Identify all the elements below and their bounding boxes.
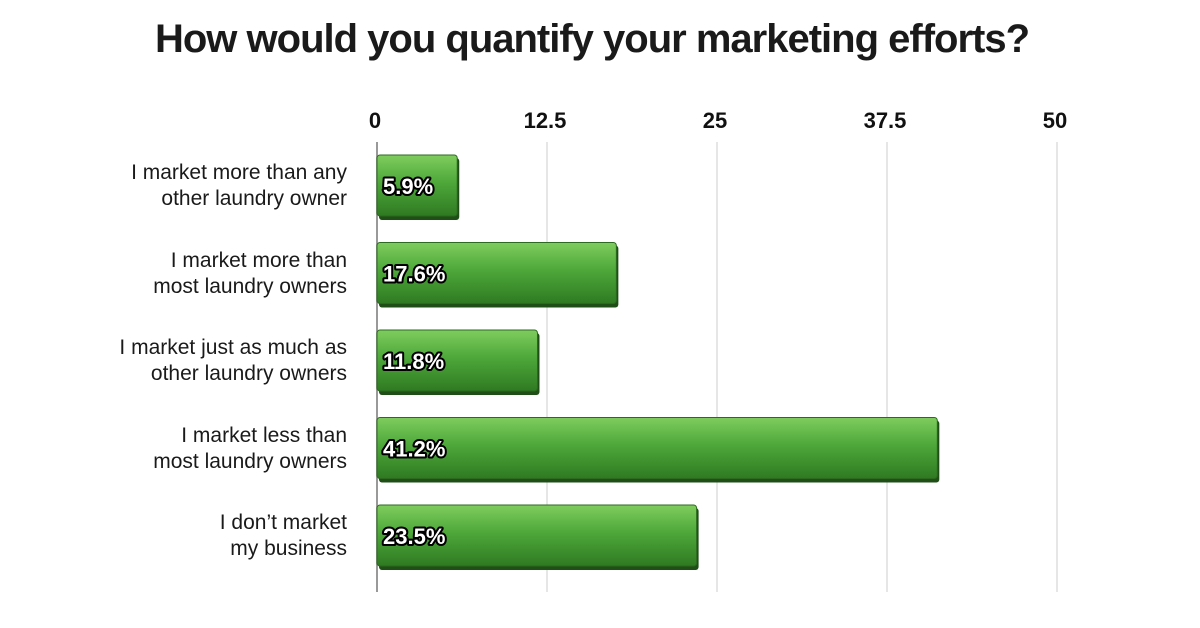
value-label: 23.5%	[383, 524, 445, 549]
bar	[376, 154, 458, 217]
value-label: 5.9%	[383, 174, 433, 199]
x-tick-label: 37.5	[864, 108, 907, 133]
y-tick-label: I market less than most laundry owners	[153, 423, 347, 473]
x-tick-label: 12.5	[524, 108, 567, 133]
y-tick-label: I don’t market my business	[219, 511, 347, 560]
value-label: 11.8%	[383, 349, 444, 374]
value-label: 41.2%	[383, 437, 445, 462]
y-tick-label: I market just as much as other laundry o…	[119, 336, 347, 385]
x-tick-label: 0	[369, 108, 381, 133]
bar	[376, 504, 698, 567]
chart-title: How would you quantify your marketing ef…	[155, 17, 1029, 61]
bar	[376, 242, 617, 304]
x-tick-label: 50	[1043, 108, 1067, 133]
bar	[376, 329, 538, 392]
value-label: 17.6%	[383, 262, 445, 287]
y-tick-label: I market more than any other laundry own…	[131, 161, 347, 210]
x-tick-label: 25	[703, 108, 727, 133]
y-tick-label: I market more than most laundry owners	[153, 248, 347, 298]
bar	[376, 417, 938, 479]
